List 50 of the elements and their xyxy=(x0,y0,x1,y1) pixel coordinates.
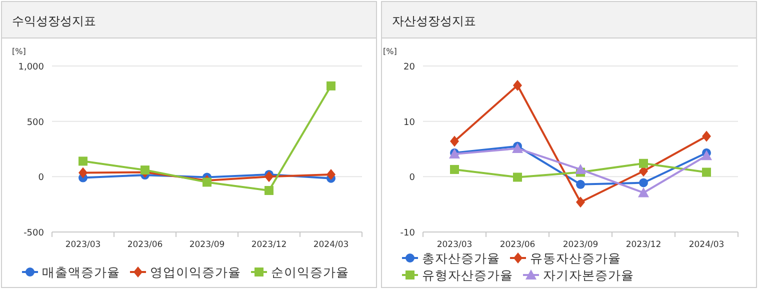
x-tick-label: 2023/06 xyxy=(127,240,163,250)
point xyxy=(513,80,522,91)
point xyxy=(264,171,274,182)
point xyxy=(450,164,459,174)
y-axis-title: [%] xyxy=(12,47,26,56)
point xyxy=(576,180,585,189)
y-axis-title: [%] xyxy=(383,47,397,56)
y-tick-label: 20 xyxy=(404,62,416,72)
point xyxy=(701,150,712,160)
x-tick-label: 2023/09 xyxy=(189,240,225,250)
chart-title: 수익성장성지표 xyxy=(12,14,96,28)
point xyxy=(575,164,586,174)
point xyxy=(140,166,150,175)
x-tick-label: 2023/03 xyxy=(65,240,101,250)
point xyxy=(202,178,212,187)
point xyxy=(702,130,711,142)
point xyxy=(513,172,522,182)
point xyxy=(639,178,648,188)
point xyxy=(326,168,336,180)
legend-label: 유형자산증가율 xyxy=(422,268,513,282)
legend-label: 총자산증가율 xyxy=(422,250,500,266)
y-tick-label: 10 xyxy=(404,118,416,128)
legend-label: 순이익증가율 xyxy=(271,264,349,280)
legend-label: 매출액증가율 xyxy=(42,264,120,280)
point xyxy=(450,136,459,147)
point xyxy=(638,187,649,198)
y-tick-label: 0 xyxy=(38,173,44,184)
x-tick-label: 2024/03 xyxy=(688,240,724,250)
x-tick-label: 2023/06 xyxy=(500,240,536,250)
point xyxy=(702,168,711,177)
legend-label: 유동자산증가율 xyxy=(530,250,621,266)
point xyxy=(326,81,336,90)
point xyxy=(576,196,585,208)
x-tick-label: 2023/03 xyxy=(436,240,472,250)
x-tick-label: 2024/03 xyxy=(313,240,349,250)
legend-label: 영업이익증가율 xyxy=(150,264,241,280)
x-tick-label: 2023/09 xyxy=(562,240,598,250)
point xyxy=(78,156,88,166)
y-tick-label: -500 xyxy=(24,228,44,238)
legend-label: 자기자본증가율 xyxy=(543,268,634,282)
y-tick-label: 1,000 xyxy=(18,62,44,72)
y-tick-label: 0 xyxy=(409,173,416,184)
point xyxy=(264,186,274,195)
x-tick-label: 2023/12 xyxy=(626,240,662,250)
point xyxy=(639,158,648,168)
chart-title: 자산성장성지표 xyxy=(392,14,476,28)
y-tick-label: 500 xyxy=(26,118,44,128)
x-tick-label: 2023/12 xyxy=(251,240,287,250)
point xyxy=(78,167,88,178)
y-tick-label: -10 xyxy=(400,228,416,238)
